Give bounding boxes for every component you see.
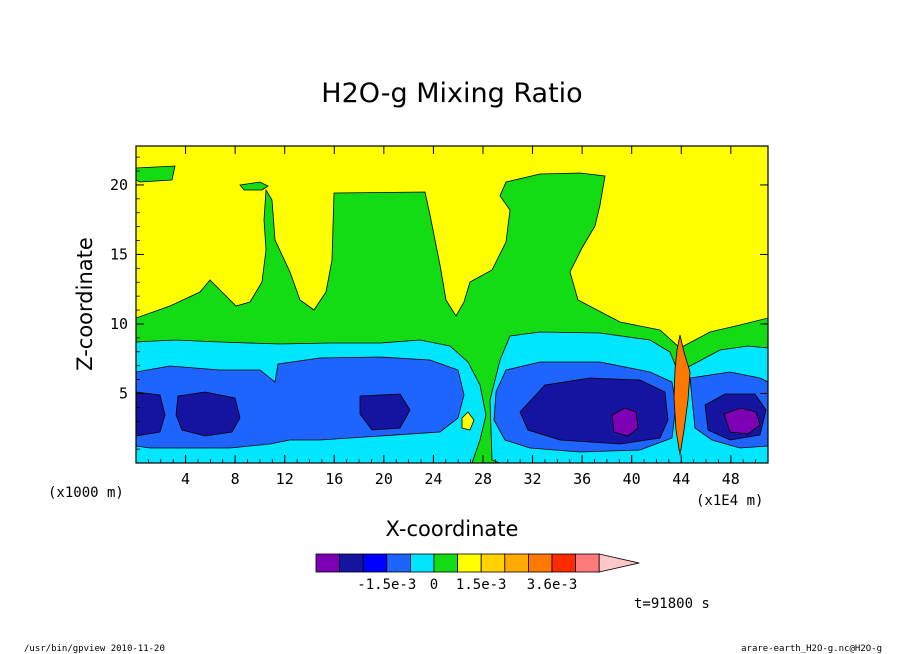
x-tick-label: 32 bbox=[524, 470, 542, 488]
colorbar-labels: -1.5e-3 0 1.5e-3 3.6e-3 bbox=[357, 577, 577, 593]
colorbar-label: 1.5e-3 bbox=[456, 577, 507, 593]
x-axis: 4 8 12 16 20 24 28 32 36 40 44 48 bbox=[147, 146, 769, 488]
y-tick-label: 15 bbox=[110, 245, 128, 263]
x-unit-left: (x1000 m) bbox=[48, 485, 124, 501]
y-axis: 5 10 15 20 bbox=[110, 156, 768, 450]
x-tick-label: 36 bbox=[573, 470, 591, 488]
colorbar-cell bbox=[551, 553, 577, 573]
colorbar-label: 3.6e-3 bbox=[527, 577, 578, 593]
colorbar-label: 0 bbox=[430, 577, 438, 593]
chart-title: H2O-g Mixing Ratio bbox=[321, 78, 582, 109]
colorbar-cell bbox=[362, 553, 388, 573]
deep-core-region bbox=[519, 377, 669, 445]
x-tick-label: 28 bbox=[474, 470, 492, 488]
y-tick-label: 20 bbox=[110, 176, 128, 194]
y-tick-label: 5 bbox=[119, 384, 128, 402]
colorbar-cell bbox=[433, 553, 459, 573]
x-unit-right: (x1E4 m) bbox=[696, 493, 763, 509]
colorbar-cell bbox=[575, 553, 600, 573]
colorbar-cell bbox=[528, 553, 553, 573]
colorbar-cell bbox=[457, 553, 482, 573]
plot-area bbox=[136, 146, 768, 463]
x-tick-label: 16 bbox=[325, 470, 343, 488]
mid-layer-patch bbox=[136, 165, 176, 183]
colorbar-cell bbox=[339, 553, 364, 573]
minimum-region bbox=[611, 407, 761, 437]
y-axis-label: Z-coordinate bbox=[73, 237, 97, 371]
deep-core-region bbox=[136, 391, 411, 437]
colorbar-cell bbox=[409, 553, 435, 573]
high-spike-region bbox=[673, 334, 691, 456]
x-tick-label: 48 bbox=[722, 470, 740, 488]
x-tick-label: 20 bbox=[375, 470, 393, 488]
x-tick-label: 8 bbox=[231, 470, 240, 488]
x-tick-label: 24 bbox=[424, 470, 442, 488]
time-label: t=91800 s bbox=[634, 596, 710, 612]
x-tick-label: 4 bbox=[181, 470, 190, 488]
footer-left: /usr/bin/gpview 2010-11-20 bbox=[24, 644, 165, 654]
colorbar-cell bbox=[480, 553, 506, 573]
x-axis-label: X-coordinate bbox=[386, 517, 519, 541]
x-tick-label: 40 bbox=[623, 470, 641, 488]
colorbar-arrow bbox=[598, 553, 640, 573]
colorbar-cell bbox=[315, 553, 341, 573]
colorbar-cell bbox=[504, 553, 529, 573]
colorbar-label: -1.5e-3 bbox=[357, 577, 416, 593]
x-tick-label: 12 bbox=[276, 470, 294, 488]
footer-right: arare-earth_H2O-g.nc@H2O-g bbox=[741, 644, 882, 654]
y-tick-label: 10 bbox=[110, 315, 128, 333]
colorbar-cell bbox=[386, 553, 411, 573]
colorbar bbox=[315, 553, 640, 573]
x-tick-label: 44 bbox=[672, 470, 690, 488]
upper-layer-patch bbox=[461, 411, 475, 431]
mid-layer-patch bbox=[239, 181, 269, 191]
plot-frame bbox=[135, 145, 769, 464]
